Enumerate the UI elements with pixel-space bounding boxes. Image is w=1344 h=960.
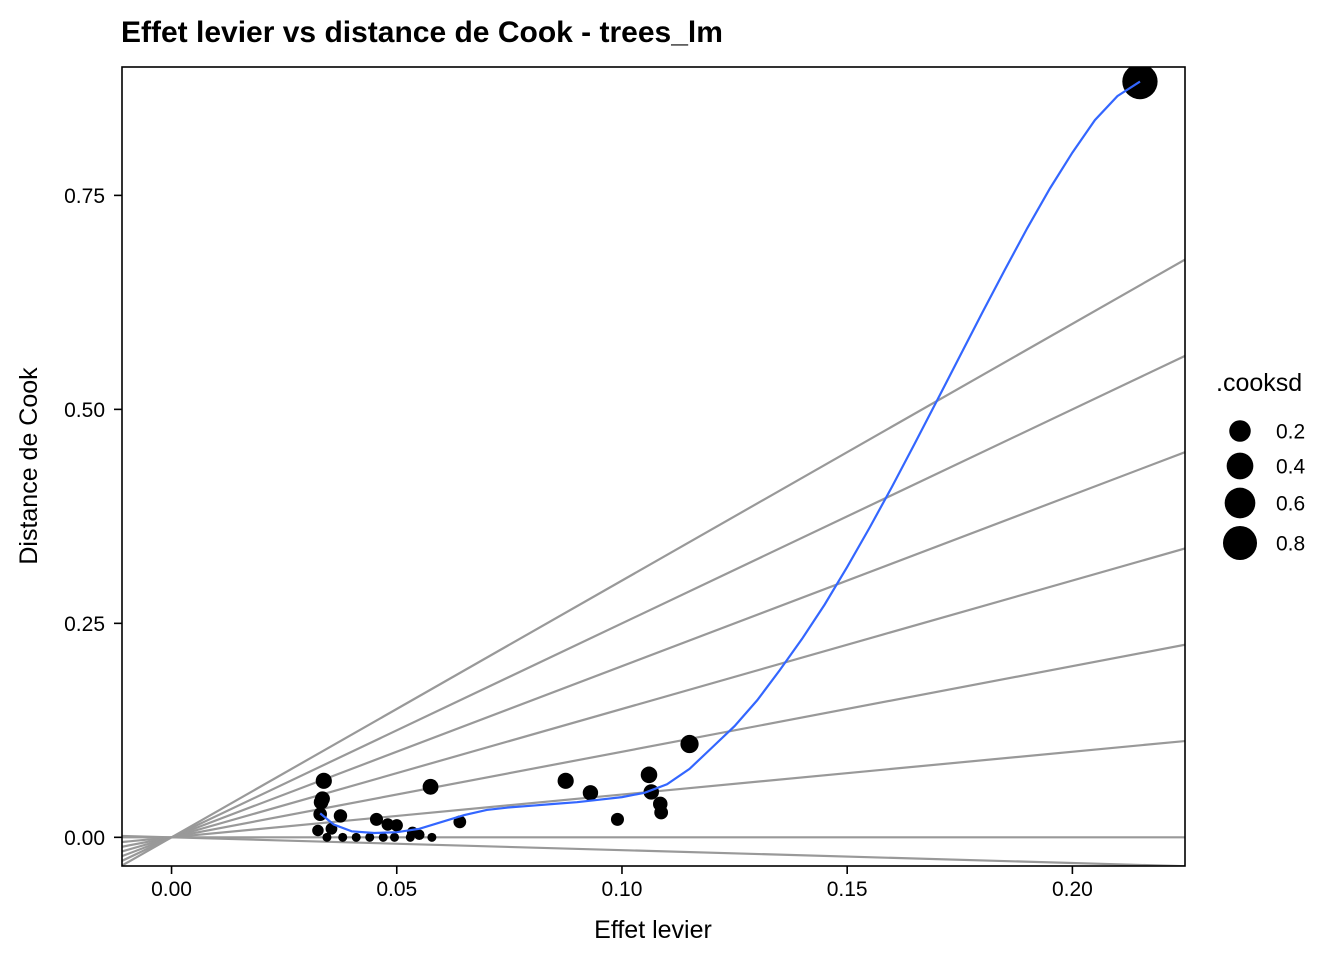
x-tick-label: 0.20 (1052, 878, 1093, 901)
x-axis-label: Effet levier (594, 916, 712, 944)
plot-panel-border (121, 66, 1186, 867)
x-tick-label: 0.10 (602, 878, 643, 901)
data-point (422, 778, 439, 795)
x-tick-label: 0.05 (376, 878, 417, 901)
data-point (378, 832, 388, 842)
y-tick-label: 0.25 (64, 613, 105, 636)
data-point (351, 832, 361, 842)
data-point (369, 812, 384, 826)
reference-line (122, 354, 1185, 862)
smooth-curve (319, 80, 1141, 835)
reference-line (122, 643, 1185, 848)
data-point (427, 832, 437, 842)
data-point (414, 829, 425, 841)
y-tick-label: 0.75 (64, 185, 105, 208)
legend-label: 0.2 (1276, 421, 1305, 444)
y-tick-label: 0.50 (64, 399, 105, 422)
y-axis-label: Distance de Cook (15, 367, 43, 565)
x-tick-label: 0.15 (827, 878, 868, 901)
data-point (333, 809, 348, 823)
reference-line (122, 834, 1185, 866)
data-point (582, 785, 599, 801)
data-point (390, 819, 403, 832)
x-axis: 0.00 0.05 0.10 0.15 0.20 (151, 866, 1093, 901)
data-point (312, 824, 324, 837)
data-point (314, 791, 330, 807)
data-point (365, 832, 375, 842)
legend-title: .cooksd (1216, 369, 1302, 397)
legend-label: 0.4 (1276, 456, 1306, 479)
x-tick-label: 0.00 (151, 878, 192, 901)
data-point (654, 805, 669, 820)
legend-label: 0.8 (1276, 533, 1305, 556)
legend-key (1229, 420, 1251, 442)
data-point (640, 766, 658, 784)
data-point (315, 772, 332, 789)
data-point (322, 832, 332, 842)
data-point (610, 812, 624, 826)
reference-line (122, 547, 1185, 853)
data-point (381, 818, 394, 831)
legend-key (1222, 525, 1258, 561)
chart-title: Effet levier vs distance de Cook - trees… (121, 16, 723, 49)
smooth-curve-group (319, 80, 1141, 835)
data-point (338, 832, 348, 842)
legend-label: 0.6 (1276, 493, 1305, 516)
legend-key (1226, 452, 1254, 480)
data-point (557, 772, 574, 789)
data-point (680, 734, 699, 754)
reference-line (122, 451, 1185, 858)
legend: .cooksd 0.2 0.4 0.6 0.8 (1216, 369, 1306, 561)
data-point (453, 815, 467, 829)
legend-key (1224, 487, 1256, 519)
y-axis: 0.00 0.25 0.50 0.75 (64, 185, 122, 850)
data-points (312, 67, 1158, 842)
y-tick-label: 0.00 (64, 827, 105, 850)
data-point (1122, 67, 1158, 100)
reference-lines (122, 258, 1185, 866)
data-point (390, 832, 400, 842)
reference-line (122, 258, 1185, 866)
